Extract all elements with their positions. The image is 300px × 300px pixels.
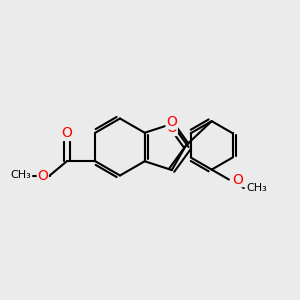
Text: CH₃: CH₃: [247, 183, 268, 193]
Text: O: O: [166, 122, 177, 135]
Text: O: O: [232, 172, 243, 187]
Text: CH₃: CH₃: [11, 170, 31, 181]
Text: O: O: [61, 126, 72, 140]
Text: O: O: [37, 169, 48, 182]
Text: O: O: [166, 115, 177, 129]
